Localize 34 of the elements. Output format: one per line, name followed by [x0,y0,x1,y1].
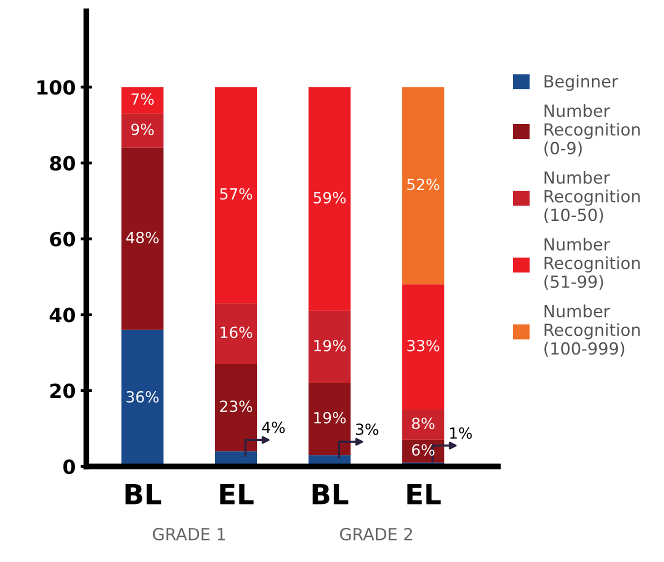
text: GRADE 2 [340,528,412,540]
legend-label: Beginner [544,74,618,91]
data-label: 8% [412,418,434,430]
legend-label: Number Recognition (100-999) [544,304,640,357]
y-tick-label: 80 [50,156,75,171]
data-label: 19% [314,412,346,424]
legend-label: Number Recognition (10-50) [544,170,640,224]
data-label: 23% [220,400,252,412]
data-label: 3% [356,423,378,436]
data-label: 57% [220,188,252,200]
data-label: 16% [220,326,252,338]
data-label: 9% [131,124,154,136]
data-label: 6% [412,444,434,456]
y-tick-label: 60 [50,232,75,247]
data-label: 1% [450,427,472,439]
legend-label: Number Recognition (0-9) [544,104,640,156]
y-tick-label: 0 [63,459,75,474]
data-label: 36% [126,391,159,403]
data-label: 52% [407,178,440,190]
text: GRADE 1 [152,528,225,540]
x-tick-label: BL [312,484,348,504]
x-tick-label: EL [220,484,254,504]
y-tick-label: 40 [50,308,75,322]
x-tick-label: EL [407,484,441,504]
y-tick-label: 100 [38,80,75,95]
legend-label: Number Recognition (51-99) [544,238,640,290]
data-label: 48% [126,232,159,244]
data-label: 59% [314,192,346,204]
data-label: 33% [407,340,440,352]
y-tick-label: 20 [50,384,75,398]
data-label: 7% [132,93,154,105]
data-label: 19% [314,340,346,352]
x-tick-label: BL [126,484,162,504]
data-label: 4% [262,422,285,434]
